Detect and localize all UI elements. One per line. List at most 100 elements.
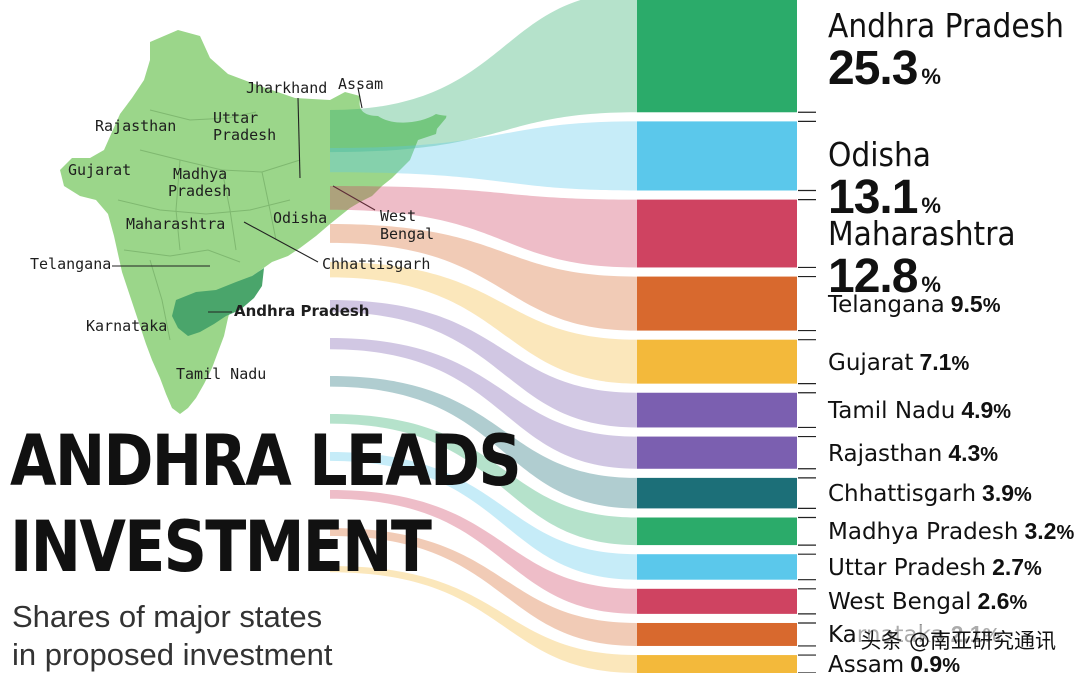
state-value: 2.6 <box>977 588 1010 615</box>
map-label-andhra-pradesh: Andhra Pradesh <box>234 302 370 320</box>
flow-ribbon <box>330 376 637 509</box>
flow-ribbon <box>330 121 637 191</box>
state-value: 3.9 <box>982 480 1015 507</box>
map-label-rajasthan: Rajasthan <box>95 117 177 135</box>
map-label-jharkhand: Jharkhand <box>246 79 328 97</box>
state-name: Tamil Nadu <box>828 398 956 425</box>
map-label-tamil-nadu: Tamil Nadu <box>176 365 267 383</box>
flow-ribbon <box>330 490 637 614</box>
bar <box>637 0 797 113</box>
bar <box>637 517 797 546</box>
bar-bracket <box>798 392 816 429</box>
flow-ribbon <box>330 186 637 268</box>
map-label-west-bengal: Bengal <box>380 225 435 243</box>
state-label: Maharashtra 12.8% <box>828 213 1036 303</box>
bar <box>637 477 797 509</box>
state-unit: % <box>982 294 1001 317</box>
subtitle-line-2: in proposed investment <box>12 637 333 672</box>
state-name: Madhya Pradesh <box>828 519 1019 546</box>
bar-bracket <box>798 553 816 581</box>
bar <box>637 588 797 614</box>
flow-ribbon <box>330 414 637 546</box>
state-name: Maharashtra <box>828 213 1016 253</box>
state-label: West Bengal 2.6% <box>828 587 1027 617</box>
map-label-gujarat: Gujarat <box>68 161 132 179</box>
map-label-assam: Assam <box>338 75 384 93</box>
flow-ribbon <box>330 528 637 646</box>
bar <box>637 392 797 428</box>
bar-bracket <box>798 111 816 113</box>
state-value: 4.3 <box>948 439 981 466</box>
bar <box>637 655 797 673</box>
state-name: Uttar Pradesh <box>828 554 987 581</box>
bar-bracket <box>798 120 816 192</box>
state-value: 25.3 <box>828 42 918 95</box>
state-name: Assam <box>828 652 905 679</box>
state-name: Odisha <box>828 135 931 175</box>
map-label-uttar: Uttar <box>213 109 259 127</box>
state-label: Uttar Pradesh 2.7% <box>828 553 1042 583</box>
map-andhra-pradesh <box>172 268 264 336</box>
flow-ribbon <box>330 262 637 384</box>
map-label-madhya: Madhya <box>173 165 228 183</box>
bar-bracket <box>798 199 816 269</box>
flow-ribbons <box>330 0 637 673</box>
state-label: Chhattisgarh 3.9% <box>828 479 1032 509</box>
bar <box>637 554 797 580</box>
subtitle-line-1: Shares of major states <box>12 599 323 634</box>
page-title: ANDHRA LEADS INVESTMENT <box>10 418 522 590</box>
map-label-maharashtra: Maharashtra <box>126 215 226 233</box>
state-unit: % <box>921 193 941 219</box>
state-value: 13.1 <box>828 171 918 225</box>
bar-bracket <box>798 588 816 615</box>
bars <box>637 0 797 673</box>
state-unit: % <box>921 64 941 89</box>
state-label: Telangana 9.5% <box>828 290 1001 320</box>
state-value: 12.8 <box>828 249 918 303</box>
state-label: Rajasthan 4.3% <box>828 439 998 469</box>
state-name: Andhra Pradesh <box>828 6 1064 45</box>
bar-bracket <box>798 477 816 509</box>
state-name: Telangana <box>828 291 945 318</box>
state-value: 9.5 <box>950 290 983 317</box>
india-map <box>60 30 475 414</box>
map-label-madhya-pradesh: Pradesh <box>168 182 232 200</box>
state-label: Odisha 13.1% <box>828 137 942 223</box>
state-value: 4.9 <box>961 397 994 424</box>
flow-ribbon <box>330 224 637 331</box>
map-label-west: West <box>380 207 417 225</box>
map-label-karnataka: Karnataka <box>86 317 168 335</box>
map-label-odisha: Odisha <box>273 209 328 227</box>
bar-bracket <box>798 275 816 332</box>
state-name: Rajasthan <box>828 440 943 467</box>
bar-bracket <box>798 339 816 385</box>
flow-ribbon <box>330 338 637 469</box>
title-line-1: ANDHRA LEADS <box>10 420 522 502</box>
state-unit: % <box>1056 522 1075 545</box>
bar <box>637 121 797 191</box>
state-label: Tamil Nadu 4.9% <box>828 396 1011 426</box>
bar-bracket <box>798 435 816 470</box>
map-label-chhattisgarh: Chhattisgarh <box>322 255 431 273</box>
bar <box>637 436 797 469</box>
state-unit: % <box>980 443 999 466</box>
page-subtitle: Shares of major states in proposed inves… <box>12 598 333 674</box>
map-land <box>60 30 440 414</box>
state-label: Andhra Pradesh 25.3% <box>828 8 1080 94</box>
watermark: 头条 @南亚研究通讯 <box>856 625 1060 655</box>
state-value: 2.7 <box>992 553 1025 580</box>
state-name: Gujarat <box>828 349 914 376</box>
state-unit: % <box>1009 592 1028 615</box>
state-unit: % <box>942 655 960 678</box>
state-unit: % <box>1024 557 1042 580</box>
bar-bracket <box>798 654 816 673</box>
state-name: Chhattisgarh <box>828 481 977 508</box>
map-label-telangana: Telangana <box>30 255 112 273</box>
flow-ribbon <box>330 452 637 580</box>
state-label: Madhya Pradesh 3.2% <box>828 517 1074 547</box>
state-value: 7.1 <box>919 348 952 375</box>
flow-ribbon <box>330 566 637 673</box>
state-unit: % <box>921 271 941 297</box>
